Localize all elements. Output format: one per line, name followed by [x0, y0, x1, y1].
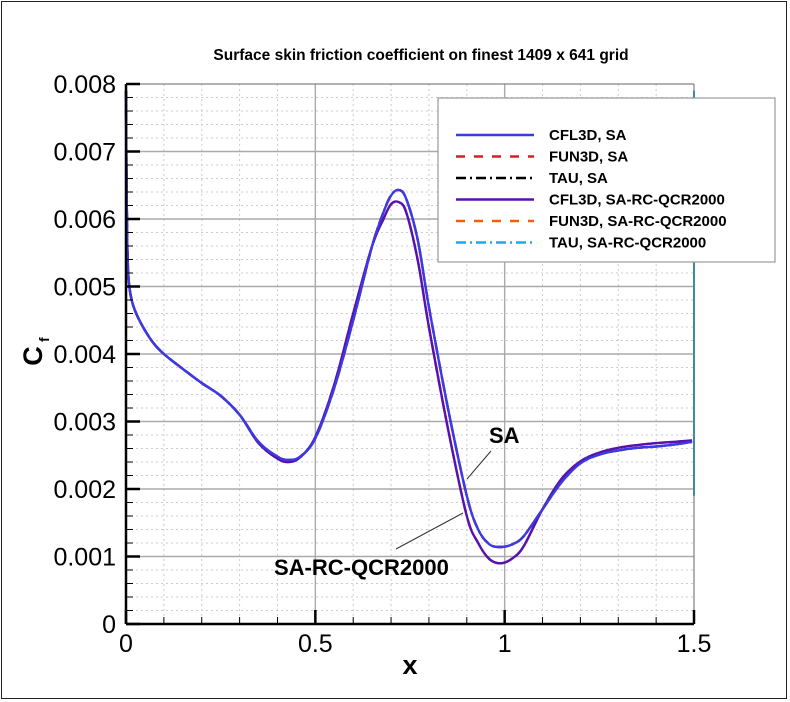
legend-item: FUN3D, SA-RC-QCR2000: [456, 213, 727, 230]
legend-box: [437, 97, 776, 263]
x-axis-label: x: [402, 650, 417, 680]
y-tick-label: 0.003: [53, 409, 116, 437]
legend-label: TAU, SA-RC-QCR2000: [549, 235, 706, 252]
legend-label: FUN3D, SA-RC-QCR2000: [549, 213, 727, 230]
legend-item: TAU, SA-RC-QCR2000: [456, 235, 706, 252]
x-tick-label: 0.5: [298, 630, 333, 658]
legend-label: FUN3D, SA: [549, 149, 628, 166]
data-curves: [124, 90, 695, 565]
y-tick-label: 0.006: [53, 206, 116, 234]
legend-item: CFL3D, SA-RC-QCR2000: [456, 192, 725, 209]
x-tick-label: 0: [119, 630, 133, 658]
legend-label: TAU, SA: [549, 170, 608, 187]
y-axis-label-main: C: [18, 346, 48, 366]
sa-leader-line: [466, 450, 492, 480]
y-tick-label: 0: [102, 611, 116, 639]
series-curve: [124, 90, 693, 549]
qcr-leader-line: [395, 512, 464, 550]
legend-item: CFL3D, SA: [456, 127, 627, 144]
y-tick-label: 0.002: [53, 476, 116, 504]
x-tick-label: 1.5: [677, 630, 712, 658]
legend-label: CFL3D, SA-RC-QCR2000: [549, 192, 725, 209]
y-axis-label: C f: [18, 337, 52, 366]
legend: CFL3D, SA FUN3D, SA TAU, SA CFL3D, SA-RC-QC…: [437, 97, 776, 263]
y-tick-label: 0.001: [53, 544, 116, 572]
y-tick-label: 0.004: [53, 341, 116, 369]
axes: [124, 82, 696, 626]
legend-item: FUN3D, SA: [456, 149, 628, 166]
annotations: SA SA-RC-QCR2000: [274, 423, 520, 580]
x-tick-label: 1: [498, 630, 512, 658]
annotation-sa: SA: [489, 423, 520, 448]
annotation-qcr: SA-RC-QCR2000: [274, 555, 449, 580]
y-tick-label: 0.005: [53, 274, 116, 302]
y-axis-label-sub: f: [36, 337, 52, 342]
tick-labels: 0 0.001 0.002 0.003 0.004 0.005 0.006 0.007 0.00…: [53, 71, 711, 658]
y-tick-label: 0.008: [53, 71, 116, 99]
chart-title: Surface skin friction coefficient on fin…: [213, 47, 628, 64]
legend-item: TAU, SA: [456, 170, 608, 187]
y-tick-label: 0.007: [53, 139, 116, 167]
legend-label: CFL3D, SA: [549, 127, 627, 144]
